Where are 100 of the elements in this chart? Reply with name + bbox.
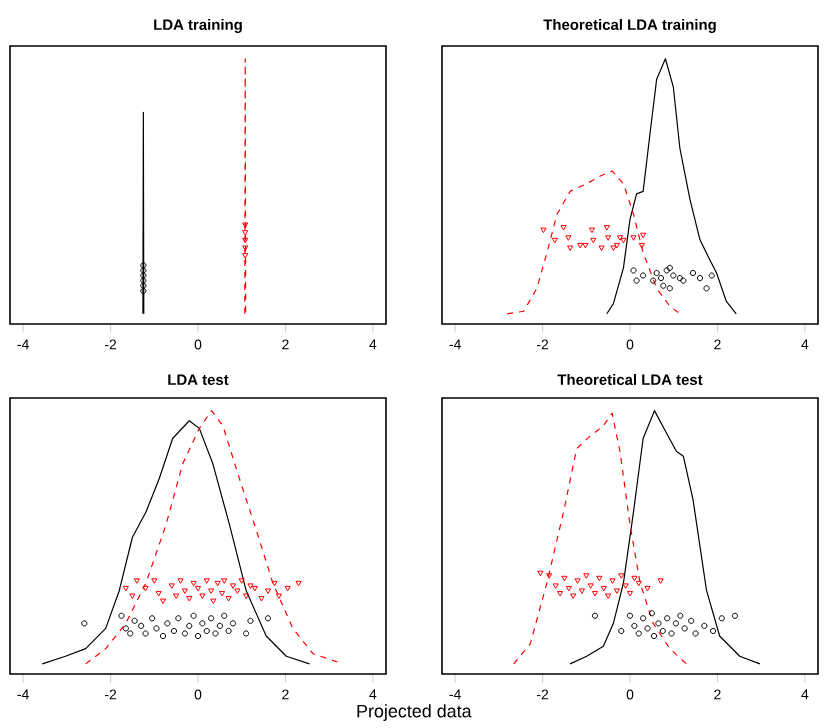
point	[626, 612, 634, 619]
point	[127, 630, 134, 637]
point	[610, 245, 617, 251]
point	[133, 578, 140, 584]
point	[159, 632, 167, 640]
point	[681, 625, 688, 632]
point	[567, 245, 574, 251]
point	[680, 277, 687, 284]
point	[635, 580, 642, 587]
point	[142, 630, 149, 637]
point	[657, 274, 665, 282]
point	[635, 630, 642, 637]
point	[622, 583, 629, 589]
point	[275, 593, 282, 599]
point	[616, 235, 624, 241]
point	[129, 593, 136, 599]
point	[631, 622, 638, 629]
point	[175, 615, 182, 622]
point	[186, 596, 193, 602]
point	[556, 590, 564, 597]
point	[242, 222, 249, 229]
point	[640, 615, 647, 622]
point	[560, 225, 567, 231]
point	[605, 235, 612, 241]
point	[221, 578, 228, 584]
point	[140, 282, 147, 289]
point	[225, 627, 232, 635]
point	[203, 627, 210, 635]
point	[659, 627, 666, 635]
point	[208, 615, 215, 622]
point	[644, 585, 651, 592]
point	[140, 287, 147, 294]
point	[670, 272, 677, 279]
point	[155, 590, 162, 597]
point	[140, 272, 147, 279]
x-axis-title: Projected data	[357, 704, 472, 721]
point	[247, 617, 254, 624]
point	[650, 277, 657, 284]
point	[264, 615, 272, 622]
point	[663, 267, 670, 274]
point	[591, 612, 599, 619]
point	[701, 622, 708, 629]
point	[590, 237, 597, 244]
point	[153, 625, 160, 632]
point	[140, 277, 147, 284]
point	[122, 625, 129, 632]
point	[633, 277, 640, 284]
point	[214, 580, 221, 587]
point	[640, 232, 647, 239]
point	[159, 598, 167, 605]
point	[190, 612, 197, 619]
point	[696, 274, 704, 282]
point	[258, 596, 265, 602]
point	[578, 588, 585, 594]
point	[689, 269, 697, 277]
point	[170, 627, 178, 635]
point	[709, 627, 717, 635]
point	[229, 620, 237, 627]
point	[537, 570, 544, 577]
point	[216, 622, 223, 629]
point	[618, 627, 625, 635]
point	[640, 272, 647, 279]
point	[140, 262, 147, 269]
point	[243, 593, 250, 599]
point	[588, 227, 596, 234]
point	[122, 585, 129, 592]
point	[251, 585, 258, 592]
point	[613, 242, 620, 249]
point	[234, 588, 241, 594]
point	[638, 242, 645, 249]
point	[218, 590, 226, 597]
point	[118, 612, 125, 619]
point	[565, 585, 572, 592]
point	[221, 612, 228, 619]
point	[546, 573, 553, 579]
point	[203, 578, 210, 584]
point	[177, 578, 184, 584]
point	[677, 612, 684, 619]
point	[609, 578, 616, 584]
point	[181, 588, 188, 594]
point	[264, 588, 272, 594]
point	[653, 269, 660, 277]
point	[168, 583, 175, 589]
point	[199, 593, 206, 599]
point	[138, 622, 145, 629]
point	[596, 575, 603, 582]
point	[149, 615, 156, 622]
point	[284, 585, 291, 592]
point	[164, 620, 171, 627]
point	[630, 267, 637, 274]
point	[650, 632, 658, 640]
point	[225, 596, 232, 602]
point	[731, 612, 739, 619]
point	[708, 272, 715, 279]
point	[186, 622, 193, 629]
point	[583, 573, 590, 579]
point	[655, 620, 662, 627]
point	[229, 583, 237, 589]
point	[151, 578, 158, 584]
point	[582, 242, 589, 249]
